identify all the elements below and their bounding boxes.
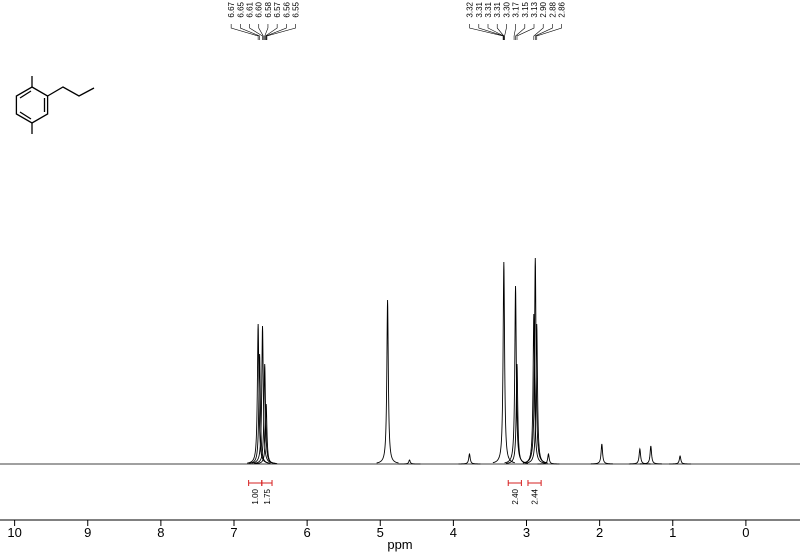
peak-leader: [265, 24, 287, 40]
peak: [669, 455, 692, 465]
peak-label: 6.65: [236, 1, 245, 17]
peak-leader: [504, 24, 507, 40]
peak-label: 2.86: [558, 1, 567, 17]
peak: [458, 452, 481, 465]
peak: [248, 353, 271, 464]
peak-label: 6.55: [292, 1, 301, 17]
peak-label: 3.30: [502, 1, 511, 17]
chain: [47, 86, 95, 97]
x-tick-label: 8: [157, 525, 164, 540]
x-tick-label: 10: [7, 525, 21, 540]
x-tick-label: 4: [450, 525, 457, 540]
peak: [590, 443, 613, 465]
peak: [398, 459, 421, 465]
x-tick-label: 7: [230, 525, 237, 540]
peak-leader: [534, 24, 553, 40]
peak: [492, 261, 515, 464]
peak-leader: [230, 24, 259, 40]
peak-leader: [249, 24, 263, 40]
x-tick-label: 2: [596, 525, 603, 540]
integral-bracket: [248, 480, 263, 486]
integral-label: 2.40: [511, 488, 520, 504]
integral-label: 1.75: [263, 488, 272, 504]
peak-label: 3.13: [530, 1, 539, 17]
peak-label: 6.56: [282, 1, 291, 17]
peak-label: 3.31: [493, 1, 502, 17]
x-axis-label: ppm: [387, 537, 412, 552]
peak-leader: [266, 24, 296, 40]
x-tick-label: 9: [84, 525, 91, 540]
integral-label: 2.44: [531, 488, 540, 504]
peak-label: 6.60: [255, 1, 264, 17]
double-bond: [19, 111, 32, 120]
x-tick-label: 0: [742, 525, 749, 540]
peak-leader: [240, 24, 260, 40]
peak-label: 2.88: [548, 1, 557, 17]
integral-label: 1.00: [251, 488, 260, 504]
peak: [537, 452, 560, 465]
peak-label: 3.31: [484, 1, 493, 17]
integral-bracket: [527, 480, 542, 486]
peak-label: 6.61: [246, 1, 255, 17]
peak: [639, 445, 662, 465]
peak-leader: [469, 24, 504, 40]
peak: [255, 403, 278, 465]
integral-bracket: [507, 480, 522, 486]
peak-label: 2.90: [539, 1, 548, 17]
x-tick-label: 3: [523, 525, 530, 540]
peak-label: 3.32: [466, 1, 475, 17]
peak: [525, 323, 548, 464]
peak: [628, 447, 651, 465]
peak-leader: [258, 24, 264, 40]
benzene-ring: [15, 86, 49, 124]
peak-leader: [536, 24, 562, 40]
peak-leader: [265, 24, 278, 40]
peak-label: 3.15: [521, 1, 530, 17]
peak: [251, 325, 274, 464]
integral-bracket: [261, 480, 273, 486]
peak: [376, 299, 399, 464]
structure: [15, 76, 95, 134]
peak-label: 3.17: [512, 1, 521, 17]
x-tick-label: 6: [304, 525, 311, 540]
double-bond: [19, 90, 32, 99]
peak-label: 6.67: [227, 1, 236, 17]
peak-leader: [496, 24, 505, 40]
x-tick-label: 1: [669, 525, 676, 540]
x-tick-label: 5: [377, 525, 384, 540]
peak-leader: [264, 24, 269, 40]
peak-leader: [516, 24, 535, 40]
peak-leader: [515, 24, 526, 40]
peak-label: 6.57: [273, 1, 282, 17]
peak-label: 6.58: [264, 1, 273, 17]
peak-leader: [478, 24, 505, 40]
peak-label: 3.31: [475, 1, 484, 17]
peak-leader: [513, 24, 516, 40]
peak-leader: [533, 24, 544, 40]
